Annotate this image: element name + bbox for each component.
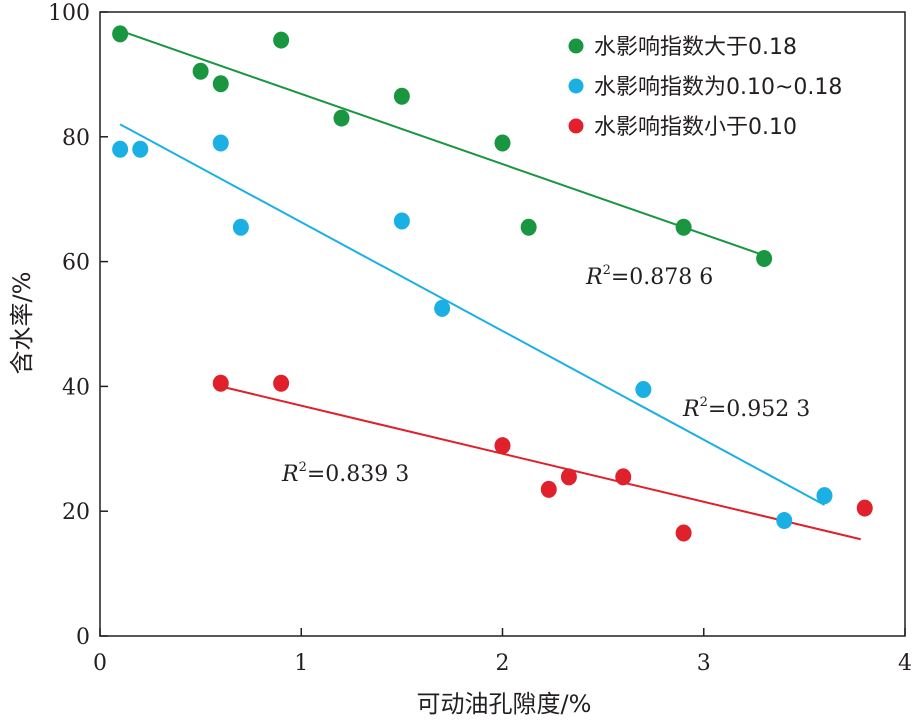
legend-marker	[568, 78, 584, 94]
data-point	[212, 75, 229, 93]
trend-line	[119, 29, 765, 257]
x-tick-label: 1	[294, 651, 308, 676]
legend: 水影响指数大于0.18 水影响指数为0.10~0.18 水影响指数小于0.10	[568, 35, 842, 140]
data-point	[816, 487, 833, 505]
r2-value: =0.878 6	[611, 265, 713, 290]
r2-superscript: 2	[603, 263, 611, 278]
data-point	[112, 140, 129, 158]
trend-line	[220, 385, 861, 541]
x-axis-title: 可动油孔隙度/%	[417, 690, 592, 718]
data-point	[615, 468, 632, 486]
data-points	[112, 25, 873, 542]
r2-symbol: R	[585, 265, 603, 290]
data-point	[333, 109, 350, 127]
r2-value: =0.952 3	[708, 397, 810, 422]
data-point	[756, 249, 773, 267]
data-point	[132, 140, 149, 158]
data-point	[434, 299, 451, 317]
trend-lines	[119, 29, 861, 541]
y-tick-label: 80	[62, 126, 90, 151]
data-point	[776, 512, 793, 530]
r2-label-red: R2=0.839 3	[281, 460, 409, 487]
data-point	[273, 31, 290, 49]
data-point	[112, 25, 129, 43]
data-point	[232, 218, 249, 236]
data-point	[856, 499, 873, 517]
y-tick-label: 100	[48, 1, 90, 26]
x-tick-label: 4	[898, 651, 912, 676]
data-point	[494, 134, 511, 152]
r2-symbol: R	[281, 462, 299, 487]
r2-value: =0.839 3	[307, 462, 409, 487]
trend-line	[119, 123, 825, 506]
r2-superscript: 2	[299, 460, 307, 475]
data-point	[393, 87, 410, 105]
legend-label: 水影响指数小于0.10	[594, 115, 797, 140]
data-point	[635, 381, 652, 399]
data-point	[192, 62, 209, 80]
data-point	[675, 524, 692, 542]
legend-label: 水影响指数大于0.18	[594, 35, 797, 60]
y-tick-label: 60	[62, 251, 90, 276]
data-point	[520, 218, 537, 236]
r2-superscript: 2	[700, 395, 708, 410]
data-point	[393, 212, 410, 230]
data-point	[560, 468, 577, 486]
y-tick-label: 20	[62, 500, 90, 525]
data-point	[494, 437, 511, 455]
data-point	[675, 218, 692, 236]
y-tick-label: 40	[62, 375, 90, 400]
r2-symbol: R	[682, 397, 700, 422]
data-point	[273, 374, 290, 392]
y-axis-title: 含水率/%	[8, 272, 36, 375]
data-point	[212, 374, 229, 392]
data-point	[212, 134, 229, 152]
legend-label: 水影响指数为0.10~0.18	[594, 75, 842, 100]
plot-frame	[99, 11, 906, 637]
data-point	[540, 480, 557, 498]
legend-marker	[568, 118, 584, 134]
y-tick-label: 0	[76, 625, 90, 650]
x-tick-label: 3	[697, 651, 711, 676]
legend-marker	[568, 38, 584, 54]
r2-label-blue: R2=0.952 3	[682, 395, 810, 422]
x-tick-label: 2	[496, 651, 510, 676]
r2-label-green: R2=0.878 6	[585, 263, 713, 290]
x-tick-label: 0	[93, 651, 107, 676]
